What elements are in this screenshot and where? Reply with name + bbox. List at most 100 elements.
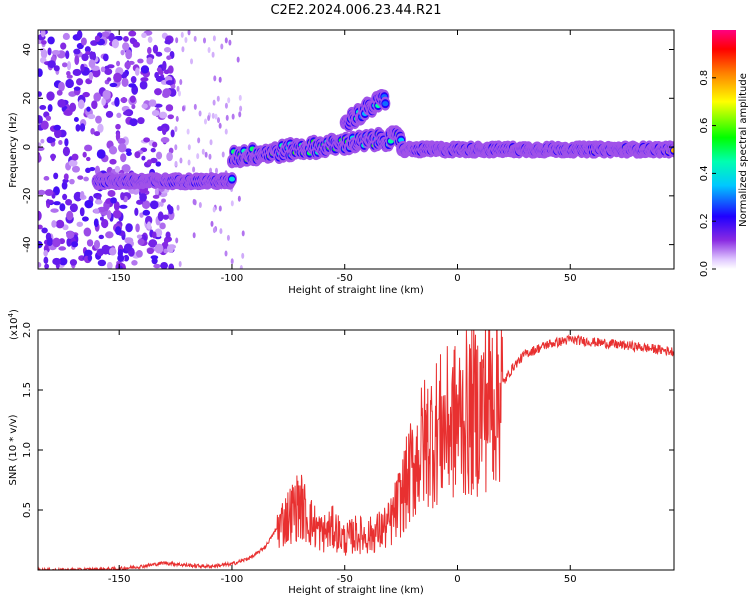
- noise-blob: [58, 246, 67, 251]
- noise-blob: [212, 227, 216, 234]
- noise-blob: [146, 221, 152, 230]
- noise-blob: [43, 256, 49, 264]
- noise-blob: [82, 151, 87, 158]
- noise-blob: [47, 47, 52, 56]
- spectrogram-ylabel: Frequency (Hz): [8, 112, 19, 188]
- noise-blob: [43, 176, 50, 181]
- noise-blob: [128, 30, 137, 37]
- noise-blob: [125, 223, 133, 233]
- noise-blob: [80, 191, 85, 199]
- noise-blob: [163, 69, 170, 75]
- noise-blob: [91, 100, 98, 110]
- noise-blob: [225, 114, 229, 121]
- noise-blob: [220, 43, 224, 50]
- noise-blob: [87, 113, 96, 120]
- noise-blob: [221, 151, 225, 158]
- noise-blob: [134, 151, 141, 159]
- noise-blob: [40, 120, 49, 130]
- noise-blob: [161, 198, 166, 203]
- noise-blob: [121, 77, 129, 88]
- noise-blob: [123, 36, 129, 42]
- noise-blob: [170, 129, 175, 138]
- noise-blob: [117, 254, 125, 262]
- noise-blob: [163, 248, 169, 254]
- noise-blob: [179, 79, 183, 86]
- noise-blob: [40, 138, 45, 144]
- noise-blob: [175, 237, 179, 244]
- noise-blob: [162, 60, 167, 71]
- noise-blob: [38, 68, 43, 77]
- snr-y-tick-label: 0.5: [22, 502, 33, 518]
- noise-blob: [165, 80, 175, 86]
- noise-blob: [102, 53, 109, 62]
- noise-blob: [193, 35, 197, 42]
- noise-blob: [53, 201, 61, 206]
- noise-blob: [152, 231, 157, 239]
- spectrogram-marks: [38, 30, 674, 269]
- noise-blob: [151, 109, 160, 117]
- noise-blob: [76, 221, 84, 227]
- noise-blob: [47, 60, 56, 69]
- colorbar-ticks: 0.0 0.2 0.4 0.6 0.8: [699, 70, 716, 277]
- noise-blob: [88, 71, 94, 81]
- noise-blob: [218, 205, 222, 212]
- noise-blob: [141, 155, 146, 161]
- noise-blob: [39, 105, 47, 110]
- noise-blob: [101, 97, 106, 106]
- noise-blob: [71, 153, 79, 161]
- noise-blob: [212, 206, 216, 213]
- noise-blob: [63, 109, 73, 116]
- noise-blob: [175, 115, 179, 122]
- noise-blob: [116, 112, 122, 118]
- snr-multiplier: (x104): [7, 309, 20, 340]
- noise-blob: [109, 158, 117, 165]
- noise-blob: [152, 141, 158, 148]
- noise-blob: [241, 252, 245, 259]
- snr-x-tick-label: -150: [108, 574, 131, 585]
- noise-blob: [211, 51, 215, 58]
- noise-blob: [156, 151, 163, 160]
- noise-blob: [62, 224, 69, 231]
- noise-blob: [76, 78, 84, 86]
- noise-blob: [166, 152, 173, 162]
- noise-blob: [187, 144, 191, 151]
- noise-blob: [118, 143, 127, 153]
- noise-blob: [219, 228, 223, 235]
- snr-x-ticks: -150 -100 -50 0 50: [108, 330, 577, 585]
- noise-blob: [187, 30, 191, 36]
- noise-blob: [196, 153, 200, 160]
- noise-blob: [104, 68, 113, 75]
- noise-blob: [112, 209, 122, 219]
- noise-blob: [214, 167, 218, 174]
- noise-blob: [38, 142, 42, 147]
- noise-blob: [216, 117, 220, 124]
- noise-blob: [117, 137, 126, 145]
- noise-blob: [135, 223, 140, 233]
- snr-multiplier-base: (x10: [9, 317, 20, 340]
- noise-blob: [131, 260, 138, 266]
- noise-blob: [186, 128, 190, 135]
- noise-blob: [135, 249, 143, 258]
- noise-blob: [148, 100, 157, 107]
- snr-series-line: [38, 330, 674, 570]
- noise-blob: [179, 157, 183, 164]
- noise-blob: [213, 75, 217, 82]
- noise-blob: [155, 51, 163, 57]
- noise-blob: [99, 216, 104, 221]
- noise-blob: [116, 35, 123, 41]
- noise-blob: [212, 99, 216, 106]
- noise-blob: [85, 156, 91, 162]
- noise-blob: [71, 241, 79, 248]
- noise-blob: [154, 71, 159, 79]
- noise-blob: [175, 37, 179, 44]
- noise-blob: [73, 86, 81, 91]
- noise-blob: [120, 49, 125, 56]
- noise-blob: [146, 247, 155, 255]
- noise-blob: [77, 99, 85, 110]
- noise-blob: [210, 220, 214, 227]
- noise-blob: [174, 144, 178, 151]
- noise-blob: [97, 123, 104, 133]
- noise-blob: [113, 72, 122, 83]
- noise-blob: [239, 264, 243, 269]
- noise-blob: [241, 230, 245, 237]
